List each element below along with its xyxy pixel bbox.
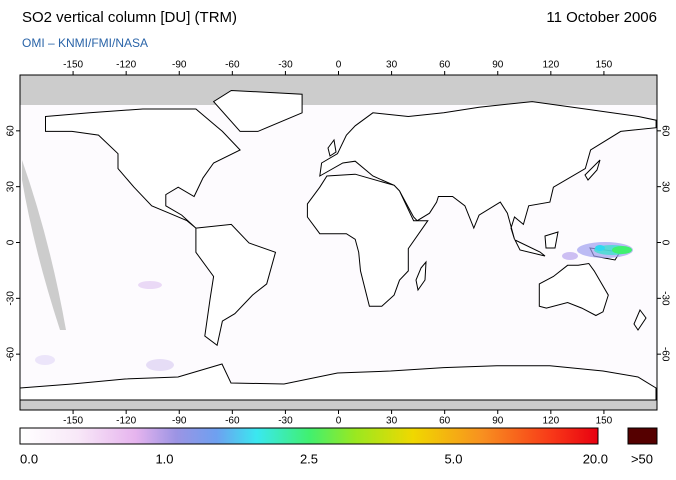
lat-tick-label-right: -60 <box>659 347 670 362</box>
lat-tick-label-right: 0 <box>659 240 670 246</box>
lon-tick-label-top: 60 <box>439 60 451 71</box>
lon-tick-label-bottom: 150 <box>596 416 613 427</box>
madagascar <box>415 260 427 292</box>
lon-tick-label-top: 120 <box>542 60 559 71</box>
no-data-south <box>20 400 657 410</box>
lat-tick-label-left: -60 <box>6 347 17 362</box>
colorbar-overflow <box>627 427 658 445</box>
north-america <box>45 108 241 229</box>
title: SO2 vertical column [DU] (TRM) <box>22 9 237 26</box>
lon-tick-label-top: 90 <box>492 60 504 71</box>
no-data-north <box>20 75 657 105</box>
lon-tick-label-bottom: -60 <box>225 416 240 427</box>
so2-plume <box>562 242 633 260</box>
lon-tick-label-bottom: 0 <box>336 416 342 427</box>
map <box>16 71 661 414</box>
colorbar: >50 0.0 1.0 2.5 5.0 20.0 <box>19 427 658 466</box>
lon-tick-label-top: -30 <box>278 60 293 71</box>
lon-tick-label-bottom: 90 <box>492 416 504 427</box>
lon-tick-label-bottom: 120 <box>542 416 559 427</box>
lon-tick-label-top: 0 <box>336 60 342 71</box>
source: OMI – KNMI/FMI/NASA <box>22 36 148 50</box>
lon-tick-label-top: -60 <box>225 60 240 71</box>
lon-tick-label-top: -150 <box>63 60 83 71</box>
colorbar-label: 2.5 <box>300 451 318 466</box>
lat-tick-label-left: 60 <box>6 125 17 137</box>
lat-tick-label-left: -30 <box>6 291 17 306</box>
colorbar-label: 5.0 <box>444 451 462 466</box>
britain <box>327 138 337 157</box>
lon-tick-label-top: -90 <box>172 60 187 71</box>
antarctica <box>19 363 657 401</box>
lon-tick-label-bottom: -30 <box>278 416 293 427</box>
lat-tick-label-left: 0 <box>6 239 17 245</box>
south-america <box>195 223 277 347</box>
japan <box>584 159 601 181</box>
new-zealand <box>633 309 647 331</box>
australia <box>538 262 609 317</box>
date: 11 October 2006 <box>546 9 657 26</box>
lon-tick-label-bottom: -150 <box>63 416 83 427</box>
colorbar-label: 1.0 <box>155 451 173 466</box>
lon-tick-label-bottom: 60 <box>439 416 451 427</box>
lon-tick-label-top: -120 <box>116 60 136 71</box>
colorbar-label: 0.0 <box>20 451 38 466</box>
eurasia <box>319 101 657 240</box>
lat-tick-label-right: -30 <box>659 291 670 306</box>
greenland <box>212 89 303 132</box>
lat-tick-label-left: 30 <box>6 181 17 193</box>
lat-tick-label-right: 30 <box>659 181 670 193</box>
lon-tick-label-bottom: -120 <box>116 416 136 427</box>
lon-tick-label-bottom: -90 <box>172 416 187 427</box>
colorbar-ramp <box>19 427 599 445</box>
lat-tick-label-right: 60 <box>659 125 670 137</box>
africa <box>306 173 429 307</box>
colorbar-label: 20.0 <box>583 451 608 466</box>
lon-tick-label-top: 150 <box>596 60 613 71</box>
colorbar-overflow-label: >50 <box>631 451 653 466</box>
lon-tick-label-bottom: 30 <box>386 416 398 427</box>
no-data-swath <box>22 160 66 330</box>
lon-tick-label-top: 30 <box>386 60 398 71</box>
